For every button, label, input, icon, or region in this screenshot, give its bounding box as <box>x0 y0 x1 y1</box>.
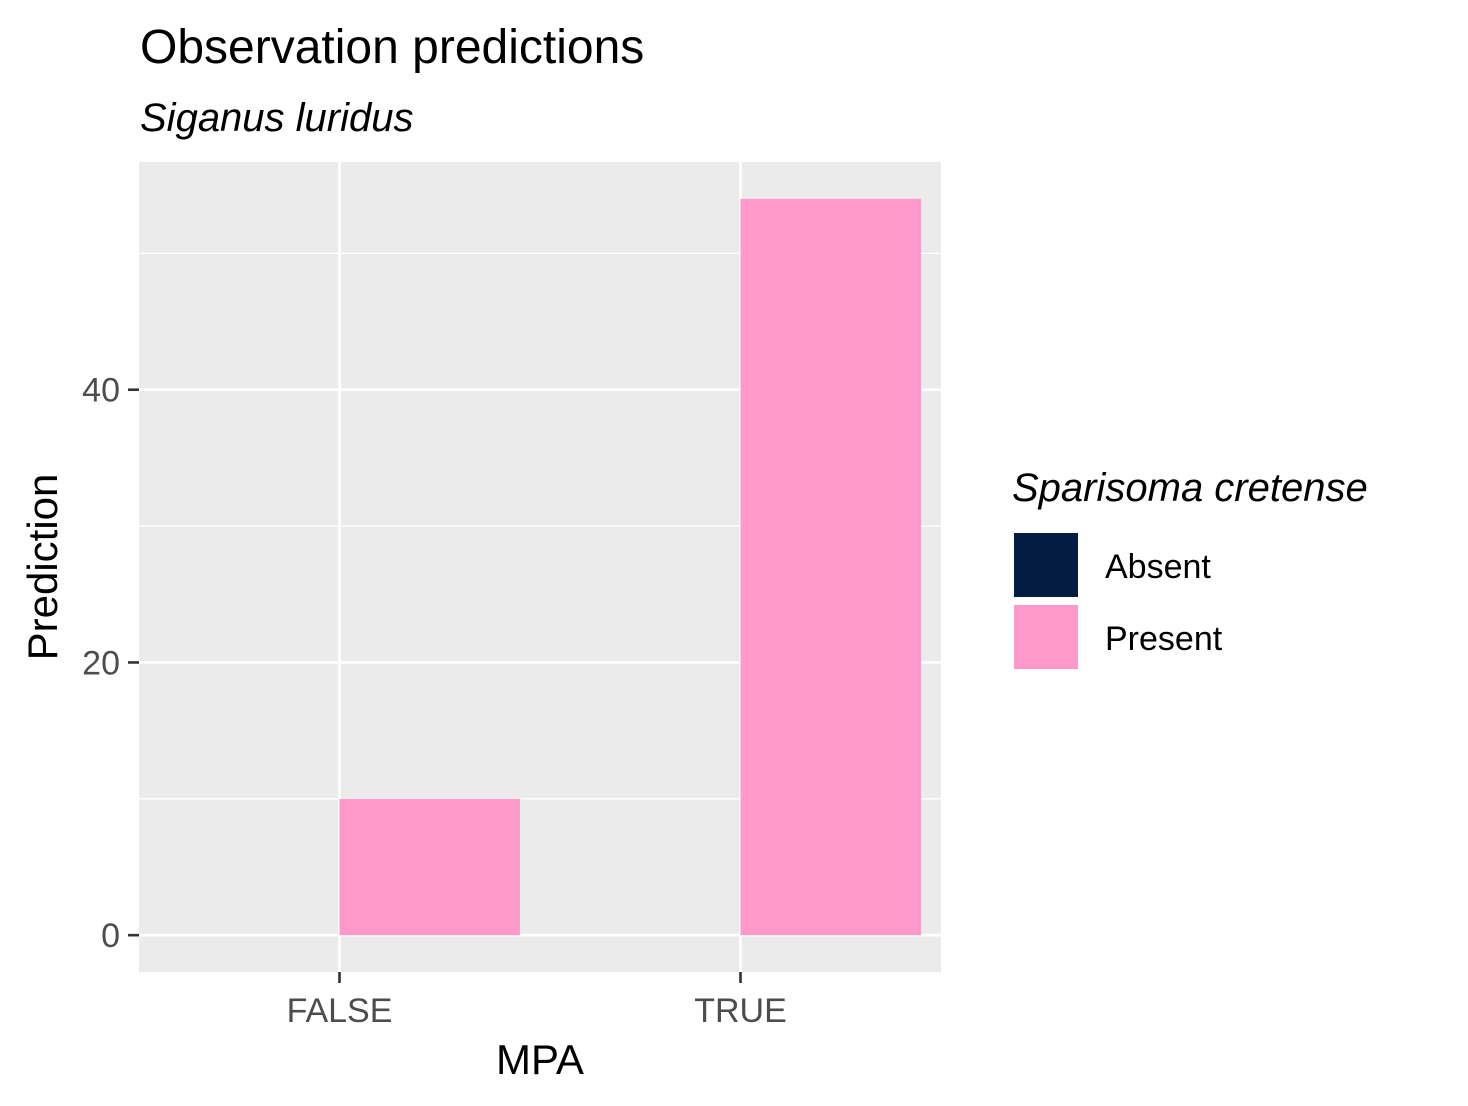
legend-label-present: Present <box>1105 620 1223 658</box>
x-tick-label: FALSE <box>287 992 393 1030</box>
chart-title: Observation predictions <box>140 21 644 74</box>
legend-label-absent: Absent <box>1105 548 1211 586</box>
bar-present-true <box>740 198 921 936</box>
bar-present-false <box>339 798 520 936</box>
y-tick-label: 20 <box>82 644 120 682</box>
legend: Sparisoma cretense Absent Present <box>1011 466 1368 672</box>
y-tick-label: 0 <box>101 917 120 955</box>
legend-title: Sparisoma cretense <box>1012 466 1368 510</box>
y-axis: 0 20 40 <box>82 372 139 955</box>
x-tick-label: TRUE <box>694 992 787 1030</box>
x-axis-title: MPA <box>496 1036 584 1083</box>
x-axis: FALSE TRUE <box>287 972 787 1030</box>
y-axis-title: Prediction <box>19 474 66 661</box>
legend-key-present <box>1014 605 1078 669</box>
bars <box>339 198 921 936</box>
y-tick-label: 40 <box>82 372 120 410</box>
chart-subtitle: Siganus luridus <box>140 96 414 140</box>
legend-key-absent <box>1014 533 1078 597</box>
